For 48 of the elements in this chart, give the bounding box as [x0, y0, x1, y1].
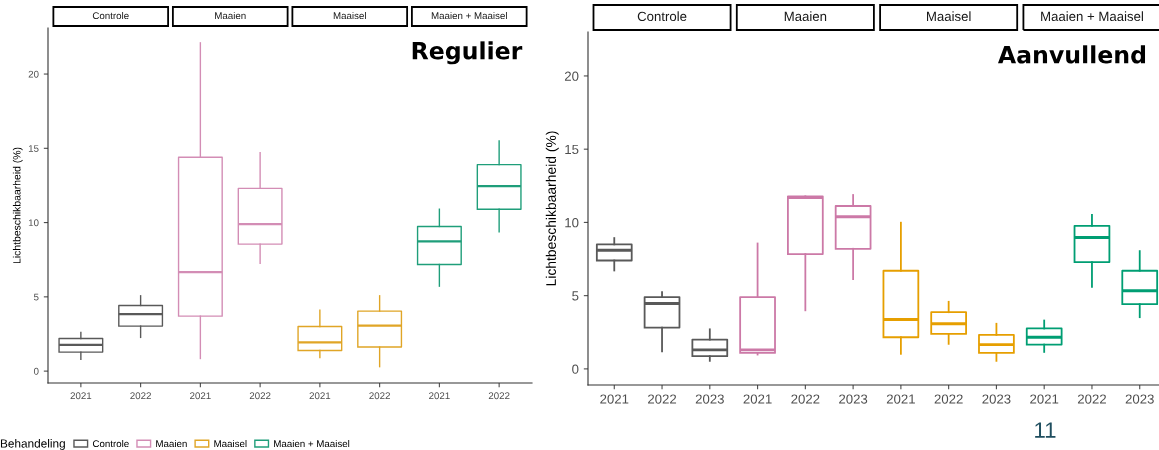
y-tick-label: 0	[572, 364, 579, 374]
y-tick-label: 5	[33, 293, 39, 301]
x-tick-label: 2021	[309, 392, 331, 400]
x-tick-label: 2021	[429, 392, 450, 400]
legend-label: Maaisel	[214, 439, 247, 448]
text: Maaisel	[927, 11, 971, 22]
annotation: Regulier	[412, 41, 523, 65]
annotation: Aanvullend	[997, 45, 1146, 64]
y-tick-label: 10	[28, 219, 39, 227]
text: Maaien	[784, 11, 827, 22]
x-tick-label: 2021	[600, 394, 629, 404]
text: Maaisel	[333, 11, 366, 20]
y-tick-label: 15	[28, 145, 39, 152]
x-tick-label: 2021	[1030, 394, 1059, 404]
y-axis-title: Lichtbeschikbaarheid (%)	[545, 131, 559, 286]
x-tick-label: 2022	[648, 394, 677, 404]
text: Controle	[92, 11, 129, 20]
x-tick-label: 2021	[886, 394, 915, 404]
x-tick-label: 2023	[695, 394, 724, 404]
x-tick-label: 2022	[369, 392, 390, 400]
x-tick-label: 2021	[70, 392, 92, 400]
y-tick-label: 10	[565, 217, 579, 228]
legend-label: Maaien	[156, 439, 187, 448]
text: Maaien + Maaisel	[431, 11, 507, 20]
y-tick-label: 0	[33, 367, 39, 375]
legend-title: Behandeling	[0, 438, 65, 450]
y-tick-label: 5	[572, 291, 579, 301]
legend-label: Controle	[92, 439, 129, 448]
text: 11	[1035, 422, 1056, 438]
y-axis-title: Lichtbeschikbaarheid (%)	[12, 147, 23, 264]
y-tick-label: 20	[564, 71, 579, 81]
x-tick-label: 2021	[743, 394, 772, 404]
text: Controle	[637, 11, 687, 22]
x-tick-label: 2022	[249, 392, 271, 400]
x-tick-label: 2023	[839, 394, 868, 404]
legend-label: Maaien + Maaisel	[274, 439, 350, 448]
x-tick-label: 2022	[791, 394, 820, 404]
x-tick-label: 2023	[1125, 394, 1154, 404]
y-tick-label: 15	[565, 144, 579, 155]
x-tick-label: 2022	[934, 394, 963, 404]
x-tick-label: 2022	[488, 392, 510, 400]
y-tick-label: 20	[28, 70, 39, 78]
text: Maaien	[215, 11, 246, 20]
x-tick-label: 2021	[190, 392, 211, 400]
x-tick-label: 2022	[1077, 394, 1106, 404]
x-tick-label: 2022	[130, 392, 151, 400]
x-tick-label: 2023	[982, 394, 1011, 404]
text: Maaien + Maaisel	[1041, 11, 1143, 22]
